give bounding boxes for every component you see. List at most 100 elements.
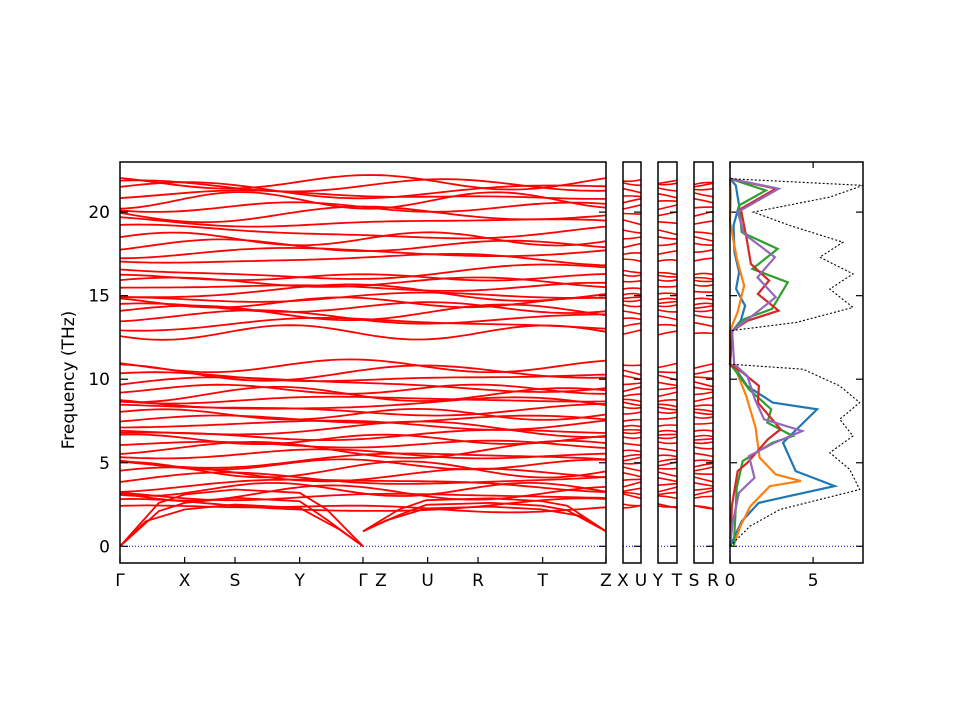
k-point-label: Γ: [115, 571, 125, 591]
band-line: [693, 297, 714, 301]
band-line: [622, 428, 642, 432]
band-line: [693, 235, 714, 242]
dos-curves: [728, 177, 864, 547]
band-line: [119, 396, 607, 410]
dos-x-tick-label: 0: [725, 571, 736, 591]
band-line: [622, 369, 642, 376]
band-line: [119, 420, 607, 438]
band-line: [622, 198, 642, 204]
band-line: [119, 433, 607, 445]
band-line: [622, 453, 642, 458]
band-line: [119, 174, 607, 191]
band-line: [657, 182, 678, 186]
band-line: [657, 221, 678, 225]
band-line: [120, 419, 607, 431]
band-line: [622, 398, 642, 403]
band-line: [622, 401, 642, 407]
band-line: [693, 408, 714, 413]
band-line: [657, 371, 678, 374]
band-line: [693, 429, 714, 432]
band-line: [657, 235, 678, 240]
band-line: [657, 204, 678, 211]
band-line: [693, 434, 714, 438]
y-axis-title: Frequency (THz): [59, 311, 79, 450]
band-line: [693, 391, 714, 396]
band-line: [622, 269, 642, 274]
k-point-label: T: [536, 571, 548, 591]
band-line: [693, 242, 714, 246]
band-line: [119, 253, 607, 267]
band-line: [657, 300, 678, 305]
band-line: [622, 466, 642, 472]
band-line: [657, 285, 678, 288]
band-line: [622, 195, 642, 198]
band-line: [693, 206, 714, 209]
band-line: [693, 452, 714, 458]
acoustic-band-line: [362, 501, 607, 533]
band-line: [119, 283, 607, 302]
band-panel-frame: [657, 161, 678, 564]
band-line: [693, 305, 714, 310]
k-point-label: R: [472, 571, 484, 591]
band-panel-frame: [119, 161, 607, 564]
band-line: [657, 391, 678, 398]
band-line: [657, 436, 678, 440]
band-line: [622, 386, 642, 393]
band-line: [657, 271, 678, 276]
band-line: [657, 406, 678, 411]
band-line: [657, 274, 678, 278]
k-point-label: Γ: [358, 571, 368, 591]
dos-panel-frame: [729, 161, 864, 564]
band-line: [622, 187, 642, 194]
band-line: [693, 446, 714, 450]
band-line: [693, 416, 714, 419]
band-line: [693, 505, 714, 510]
band-line: [657, 187, 678, 192]
band-line: [693, 472, 714, 476]
band-line: [622, 442, 642, 447]
band-line: [693, 197, 714, 204]
acoustic-band-line: [119, 496, 364, 548]
band-line: [657, 477, 678, 483]
dos-curve: [729, 178, 864, 547]
band-line: [693, 482, 714, 487]
band-line: [119, 448, 607, 460]
band-line: [119, 263, 607, 280]
band-line: [693, 476, 714, 483]
y-tick-label: 20: [88, 203, 110, 223]
band-line: [693, 231, 714, 235]
band-line: [119, 407, 607, 421]
band-line: [622, 287, 642, 290]
band-line: [120, 460, 607, 479]
band-line: [657, 292, 678, 296]
dos-curve: [728, 177, 806, 547]
band-line: [657, 304, 678, 308]
band-line: [693, 279, 714, 283]
band-line: [119, 231, 607, 247]
band-line: [119, 478, 607, 493]
band-line: [693, 381, 714, 388]
band-line: [622, 182, 642, 187]
band-line: [622, 481, 642, 488]
band-line: [657, 411, 678, 414]
band-line: [657, 323, 678, 327]
band-line: [693, 181, 714, 186]
band-line: [693, 411, 714, 416]
band-line: [657, 429, 678, 433]
band-line: [119, 497, 607, 512]
band-line: [693, 462, 714, 468]
band-line: [693, 404, 714, 408]
band-line: [119, 504, 607, 514]
band-line: [622, 212, 642, 215]
band-line: [119, 291, 606, 303]
band-line: [119, 223, 607, 240]
acoustic-band-line: [362, 505, 607, 533]
band-line: [622, 487, 642, 493]
band-line: [693, 466, 714, 472]
band-line: [622, 229, 642, 234]
band-line: [693, 386, 714, 391]
band-line: [657, 433, 678, 436]
band-line: [622, 299, 642, 303]
band-line: [657, 467, 678, 470]
